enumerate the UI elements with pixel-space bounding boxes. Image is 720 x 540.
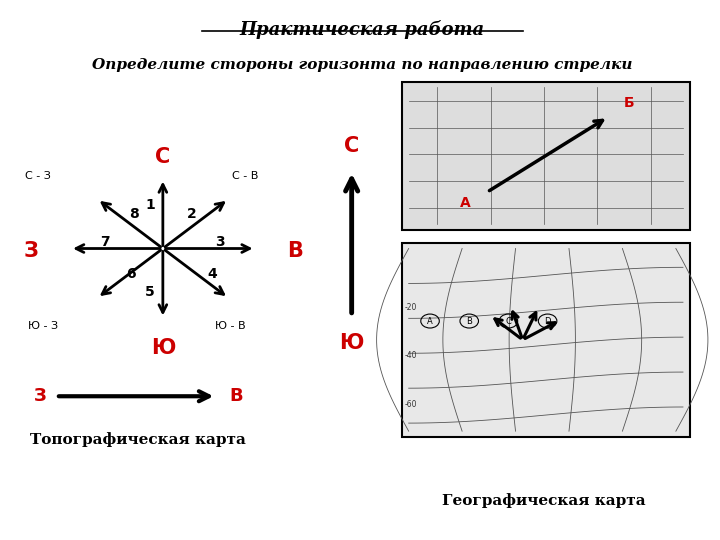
Text: С - В: С - В	[232, 171, 258, 181]
Text: А: А	[427, 316, 433, 326]
Text: В: В	[287, 241, 302, 261]
Text: Определите стороны горизонта по направлению стрелки: Определите стороны горизонта по направле…	[92, 58, 633, 72]
Text: 2: 2	[187, 207, 197, 221]
Text: -20: -20	[405, 303, 418, 312]
Text: З: З	[24, 241, 38, 261]
Bar	[402, 82, 690, 230]
Text: D: D	[544, 316, 551, 326]
Text: 1: 1	[145, 198, 155, 212]
Text: С: С	[344, 137, 359, 157]
Text: -40: -40	[405, 352, 418, 361]
Text: Б: Б	[624, 97, 635, 111]
Text: С: С	[156, 147, 171, 167]
Text: 4: 4	[207, 267, 217, 281]
Text: -60: -60	[405, 400, 418, 409]
Text: 3: 3	[215, 235, 225, 249]
Text: 8: 8	[129, 207, 138, 221]
Text: 7: 7	[101, 235, 110, 249]
Text: 5: 5	[145, 285, 155, 299]
Text: Ю: Ю	[150, 338, 175, 358]
Text: Топографическая карта: Топографическая карта	[30, 432, 246, 447]
Text: С - З: С - З	[25, 171, 51, 181]
Text: В: В	[230, 387, 243, 405]
Bar	[402, 243, 690, 436]
Text: Ю: Ю	[339, 333, 364, 353]
Text: С: С	[505, 316, 511, 326]
Text: Ю - З: Ю - З	[28, 321, 58, 332]
Text: З: З	[34, 387, 47, 405]
Text: Ю - В: Ю - В	[215, 321, 246, 332]
Text: 6: 6	[126, 267, 135, 281]
Text: А: А	[460, 196, 471, 210]
Text: Практическая работа: Практическая работа	[240, 20, 485, 39]
Text: В: В	[467, 316, 472, 326]
Text: Географическая карта: Географическая карта	[442, 494, 646, 509]
